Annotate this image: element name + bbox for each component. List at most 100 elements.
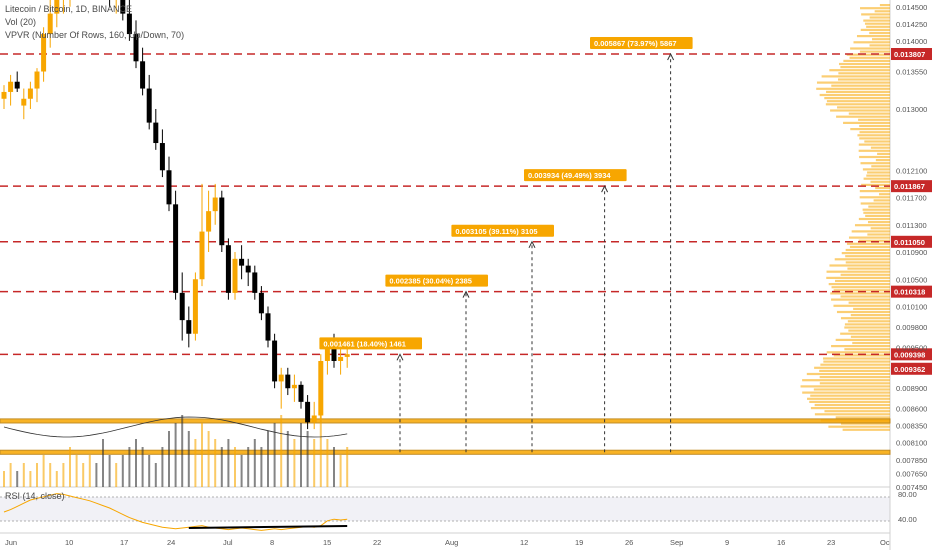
vpvr-bar [867,221,890,224]
date-axis-tick: Jul [223,538,233,547]
volume-bar [108,455,111,487]
date-axis-tick: 24 [167,538,175,547]
vpvr-bar [831,298,890,301]
candle-body [338,356,344,361]
vpvr-bar [819,376,890,379]
volume-bar [88,455,91,487]
rsi-axis-tick: 40.00 [898,515,917,524]
vpvr-bar [828,283,890,286]
vpvr-bar [837,106,890,109]
price-axis-tick: 0.007450 [896,483,927,492]
vpvr-bar [863,177,890,180]
price-tag-resistance [891,48,932,61]
vpvr-bar [810,394,890,397]
vpvr-bar [847,320,890,323]
target-arrow-head [601,185,609,193]
volume-bar [227,439,230,487]
date-axis-tick: 10 [65,538,73,547]
price-tag-label: 0.013807 [894,50,925,59]
target-label-box [385,274,488,287]
vpvr-bar [879,4,890,7]
volume-legend[interactable]: Vol (20) [5,17,37,27]
volume-bar [319,415,322,487]
vpvr-bar [852,341,890,345]
date-axis-tick: Oc [880,538,890,547]
vpvr-bar [865,214,890,217]
rsi-axis-tick: 80.00 [898,490,917,499]
volume-bar [201,423,203,487]
volume-bar [346,447,349,487]
target-label-text: 0.003934 (49.49%) 3934 [528,171,611,180]
vpvr-bar [858,143,890,146]
vpvr-bar [840,422,890,425]
vpvr-bar [862,208,890,211]
vpvr-bar [858,217,890,221]
price-axis-tick: 0.010500 [896,275,927,284]
vpvr-bar [841,252,890,255]
candle-body [206,211,212,232]
price-axis-tick: 0.011300 [896,221,927,230]
vpvr-bar [810,407,890,410]
price-axis-tick: 0.007650 [896,469,927,478]
vpvr-bar [830,109,890,112]
volume-bar [55,471,58,487]
vpvr-bar [849,245,890,248]
vpvr-bar [835,279,890,283]
candle-body [265,313,271,341]
volume-bar [339,455,342,487]
candle-body [311,415,317,423]
vpvr-bar [839,62,890,66]
vpvr-bar [860,202,890,205]
vpvr-bar [831,286,890,289]
vpvr-bar [853,41,890,44]
volume-bar [333,447,335,487]
candle-body [344,354,350,357]
vpvr-bar [863,211,890,214]
price-axis-tick: 0.008100 [896,439,927,448]
vpvr-bar [869,16,890,19]
price-axis-tick: 0.010100 [896,303,927,312]
volume-bar [187,431,190,487]
candle-body [146,88,152,123]
candle-body [192,279,198,334]
candle-body [27,88,33,99]
vpvr-bar [868,205,890,208]
volume-bar [267,431,269,487]
vpvr-bar [845,261,890,264]
current-price-tag [891,362,932,375]
vpvr-bar [802,391,890,394]
rsi-legend[interactable]: RSI (14, close) [5,491,65,501]
vpvr-bar [826,90,890,93]
candle-body [14,81,20,89]
vpvr-bar [838,78,890,81]
date-axis-tick: 8 [270,538,274,547]
date-axis-tick: 19 [575,538,583,547]
candle-body [225,245,231,293]
vpvr-legend[interactable]: VPVR (Number Of Rows, 160, Up/Down, 70) [5,30,185,40]
vpvr-bar [877,152,890,155]
vpvr-bar [840,332,890,335]
volume-bar [280,415,283,487]
vpvr-bar [843,121,890,124]
vpvr-bar [826,351,890,354]
candle-body [140,61,146,89]
candle-body [54,0,60,14]
vpvr-bar [851,230,890,233]
candle-body [186,320,192,334]
price-tag-resistance [891,180,932,193]
vpvr-bar [824,410,890,413]
volume-bar [69,447,71,487]
volume-bar [260,447,263,487]
vpvr-bar [819,382,890,385]
volume-bar [194,439,197,487]
candle-body [278,374,284,382]
date-axis-tick: Jun [5,538,17,547]
vpvr-bar [814,413,890,416]
target-label-text: 0.005867 (73.97%) 5867 [594,39,677,48]
current-price-label: 0.009362 [894,365,925,374]
vpvr-bar [840,273,890,276]
vpvr-bar [836,115,890,118]
symbol-legend[interactable]: Litecoin / Bitcoin, 1D, BINANCE [5,4,133,14]
price-tag-label: 0.011867 [894,182,925,191]
price-axis-tick: 0.008350 [896,422,927,431]
